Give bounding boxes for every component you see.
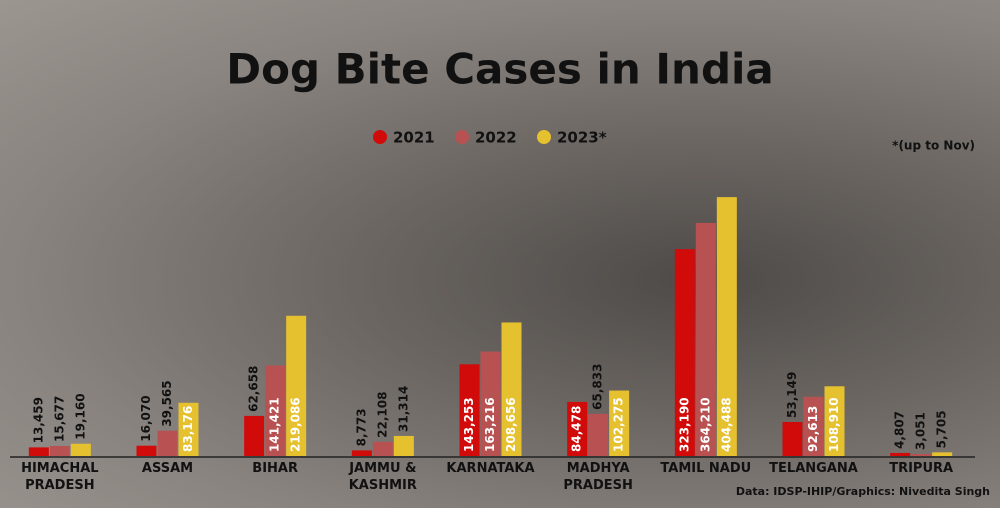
bar	[932, 452, 953, 456]
value-label: 13,459	[31, 397, 45, 443]
x-tick-label: TRIPURA	[889, 461, 954, 476]
bar	[588, 413, 609, 456]
bar	[49, 445, 70, 456]
x-tick-label: HIMACHAL PRADESH	[21, 461, 99, 493]
bar	[244, 415, 265, 456]
x-tick-label: KARNATAKA	[446, 461, 535, 476]
bar	[136, 445, 157, 456]
legend-swatch	[537, 130, 551, 144]
bar	[824, 386, 845, 456]
bar	[459, 364, 480, 456]
x-tick-label: BIHAR	[252, 461, 298, 476]
legend-label: 2023*	[557, 129, 607, 147]
value-label: 53,149	[785, 372, 799, 418]
value-label: 15,677	[52, 396, 66, 442]
legend-swatch	[373, 130, 387, 144]
value-label: 19,160	[73, 393, 87, 439]
x-tick-label: TAMIL NADU	[660, 461, 752, 476]
x-tick-label: TELANGANA	[769, 461, 858, 476]
note: *(up to Nov)	[892, 139, 975, 153]
value-label: 65,833	[591, 364, 605, 410]
value-label: 5,705	[935, 410, 949, 448]
bar	[890, 452, 911, 456]
value-label: 39,565	[160, 380, 174, 426]
bar	[286, 315, 307, 456]
bar	[911, 454, 932, 456]
chart-title: Dog Bite Cases in India	[226, 45, 774, 94]
bar	[480, 351, 501, 456]
value-label: 219,086	[289, 397, 303, 452]
value-label: 364,210	[698, 397, 712, 452]
x-tick-label: ASSAM	[141, 461, 194, 476]
bar	[803, 396, 824, 456]
bar	[609, 390, 630, 456]
value-label: 8,773	[354, 408, 368, 446]
value-label: 208,656	[504, 397, 518, 452]
x-tick-label: JAMMU & KASHMIR	[348, 461, 417, 493]
value-label: 22,108	[375, 392, 389, 438]
bar	[178, 402, 199, 456]
bar	[70, 443, 91, 456]
bar	[351, 450, 372, 456]
bar	[567, 401, 588, 456]
source: Data: IDSP-IHIP/Graphics: Nivedita Singh	[736, 485, 990, 498]
value-label: 141,421	[268, 397, 282, 452]
value-label: 323,190	[677, 397, 691, 452]
bar	[372, 441, 393, 456]
value-label: 102,275	[612, 397, 626, 452]
value-label: 4,807	[893, 411, 907, 449]
value-label: 31,314	[396, 386, 410, 432]
bar	[782, 421, 803, 456]
value-label: 84,478	[570, 406, 584, 452]
value-label: 3,051	[914, 412, 928, 450]
value-label: 16,070	[139, 395, 153, 441]
value-label: 108,910	[827, 397, 841, 452]
x-tick-label: MADHYA PRADESH	[563, 461, 633, 493]
bar	[28, 447, 49, 456]
legend-label: 2021	[393, 129, 435, 147]
value-label: 143,253	[462, 397, 476, 452]
bar	[393, 435, 414, 456]
bar	[695, 222, 716, 456]
legend-swatch	[455, 130, 469, 144]
value-label: 62,658	[247, 366, 261, 412]
bar	[674, 249, 695, 456]
bar	[501, 322, 522, 456]
value-label: 163,216	[483, 397, 497, 452]
value-label: 404,488	[719, 397, 733, 452]
value-label: 92,613	[806, 406, 820, 452]
bar	[157, 430, 178, 456]
bar	[265, 365, 286, 456]
value-label: 83,176	[181, 406, 195, 452]
bar	[716, 197, 737, 456]
legend-label: 2022	[475, 129, 517, 147]
